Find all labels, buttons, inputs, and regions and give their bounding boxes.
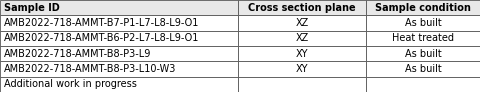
Text: AMB2022-718-AMMT-B6-P2-L7-L8-L9-O1: AMB2022-718-AMMT-B6-P2-L7-L8-L9-O1: [4, 33, 199, 43]
Bar: [238, 46, 366, 61]
Text: AMB2022-718-AMMT-B7-P1-L7-L8-L9-O1: AMB2022-718-AMMT-B7-P1-L7-L8-L9-O1: [4, 18, 199, 28]
Bar: [366, 61, 480, 77]
Bar: [0, 46, 238, 61]
Text: Additional work in progress: Additional work in progress: [4, 79, 137, 89]
Text: Sample ID: Sample ID: [4, 3, 60, 13]
Bar: [0, 61, 238, 77]
Bar: [238, 15, 366, 31]
Text: Cross section plane: Cross section plane: [248, 3, 356, 13]
Text: Heat treated: Heat treated: [392, 33, 454, 43]
Text: AMB2022-718-AMMT-B8-P3-L10-W3: AMB2022-718-AMMT-B8-P3-L10-W3: [4, 64, 176, 74]
Text: As built: As built: [405, 18, 442, 28]
Text: As built: As built: [405, 49, 442, 59]
Bar: [238, 77, 366, 92]
Text: XZ: XZ: [295, 18, 309, 28]
Bar: [0, 31, 238, 46]
Bar: [366, 15, 480, 31]
Text: XZ: XZ: [295, 33, 309, 43]
Bar: [238, 0, 366, 15]
Bar: [366, 77, 480, 92]
Bar: [238, 31, 366, 46]
Text: AMB2022-718-AMMT-B8-P3-L9: AMB2022-718-AMMT-B8-P3-L9: [4, 49, 151, 59]
Text: XY: XY: [296, 64, 308, 74]
Text: As built: As built: [405, 64, 442, 74]
Bar: [366, 46, 480, 61]
Bar: [0, 77, 238, 92]
Text: XY: XY: [296, 49, 308, 59]
Text: Sample condition: Sample condition: [375, 3, 471, 13]
Bar: [0, 15, 238, 31]
Bar: [238, 61, 366, 77]
Bar: [366, 31, 480, 46]
Bar: [0, 0, 238, 15]
Bar: [366, 0, 480, 15]
